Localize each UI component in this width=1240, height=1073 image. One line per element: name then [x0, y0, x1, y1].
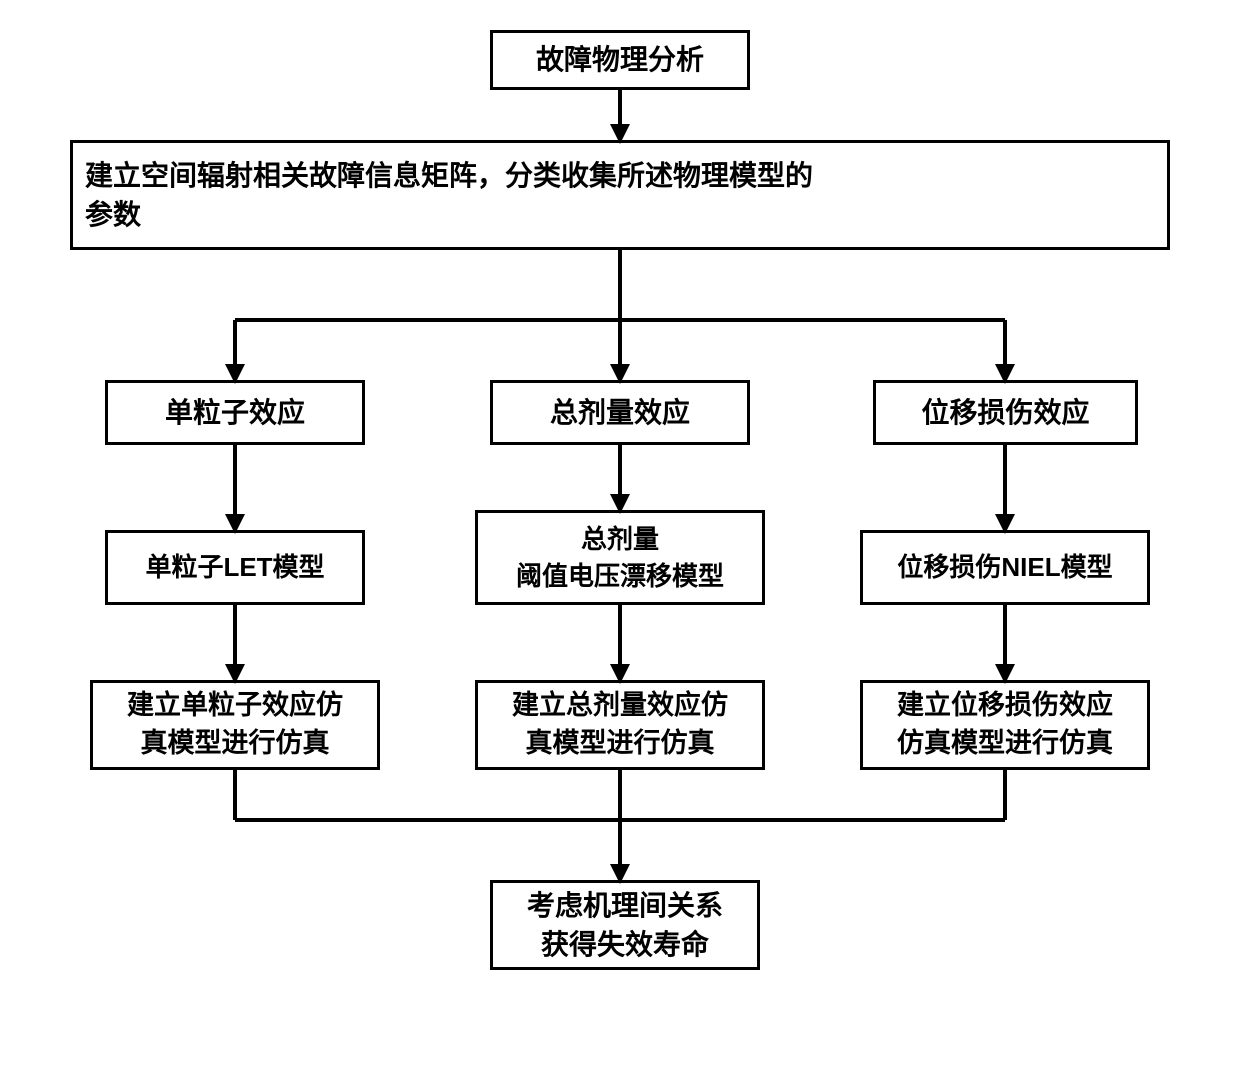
- node-n8: 位移损伤NIEL模型: [860, 530, 1150, 605]
- node-n10: 建立总剂量效应仿 真模型进行仿真: [475, 680, 765, 770]
- node-label: 建立总剂量效应仿 真模型进行仿真: [512, 687, 728, 763]
- node-n3: 单粒子效应: [105, 380, 365, 445]
- node-label: 建立空间辐射相关故障信息矩阵，分类收集所述物理模型的 参数: [85, 156, 813, 234]
- node-n7: 总剂量 阈值电压漂移模型: [475, 510, 765, 605]
- node-label: 故障物理分析: [536, 40, 704, 79]
- node-n11: 建立位移损伤效应 仿真模型进行仿真: [860, 680, 1150, 770]
- node-n4: 总剂量效应: [490, 380, 750, 445]
- node-label: 建立单粒子效应仿 真模型进行仿真: [127, 687, 343, 763]
- node-label: 建立位移损伤效应 仿真模型进行仿真: [897, 687, 1113, 763]
- node-label: 单粒子效应: [165, 393, 305, 432]
- node-label: 总剂量 阈值电压漂移模型: [516, 521, 724, 594]
- node-label: 考虑机理间关系 获得失效寿命: [527, 886, 723, 964]
- node-n5: 位移损伤效应: [873, 380, 1138, 445]
- node-n6: 单粒子LET模型: [105, 530, 365, 605]
- node-label: 位移损伤效应: [921, 393, 1089, 432]
- node-n2: 建立空间辐射相关故障信息矩阵，分类收集所述物理模型的 参数: [70, 140, 1170, 250]
- node-label: 总剂量效应: [550, 393, 690, 432]
- node-label: 单粒子LET模型: [145, 549, 324, 585]
- node-n1: 故障物理分析: [490, 30, 750, 90]
- node-n12: 考虑机理间关系 获得失效寿命: [490, 880, 760, 970]
- node-label: 位移损伤NIEL模型: [897, 549, 1112, 585]
- node-n9: 建立单粒子效应仿 真模型进行仿真: [90, 680, 380, 770]
